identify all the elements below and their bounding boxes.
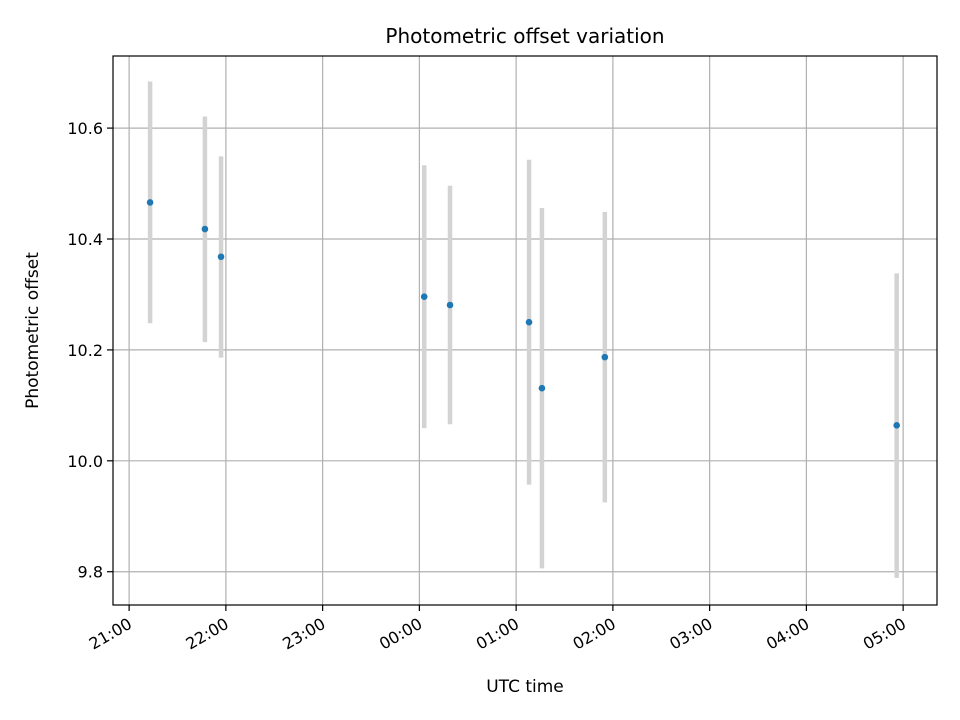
y-tick-label: 10.0 (67, 452, 103, 471)
data-point (893, 422, 900, 429)
data-points (146, 199, 900, 429)
y-axis-ticks: 9.8 10.0 10.2 10.4 10.6 (67, 119, 113, 582)
y-axis-label: Photometric offset (23, 252, 43, 409)
data-point (601, 353, 609, 361)
data-point (538, 384, 546, 392)
chart-title: Photometric offset variation (385, 24, 664, 48)
grid (113, 56, 937, 605)
y-tick-label: 10.4 (67, 230, 103, 249)
data-point (146, 199, 154, 206)
plot-frame (112, 55, 938, 606)
data-point (420, 293, 428, 300)
data-point (217, 253, 225, 261)
y-tick-label: 10.6 (67, 119, 103, 138)
data-point (446, 301, 454, 309)
y-tick-label: 9.8 (78, 563, 103, 582)
data-point (201, 225, 209, 233)
x-axis-label: UTC time (486, 677, 564, 697)
y-tick-label: 10.2 (67, 341, 103, 360)
data-point (525, 318, 533, 326)
